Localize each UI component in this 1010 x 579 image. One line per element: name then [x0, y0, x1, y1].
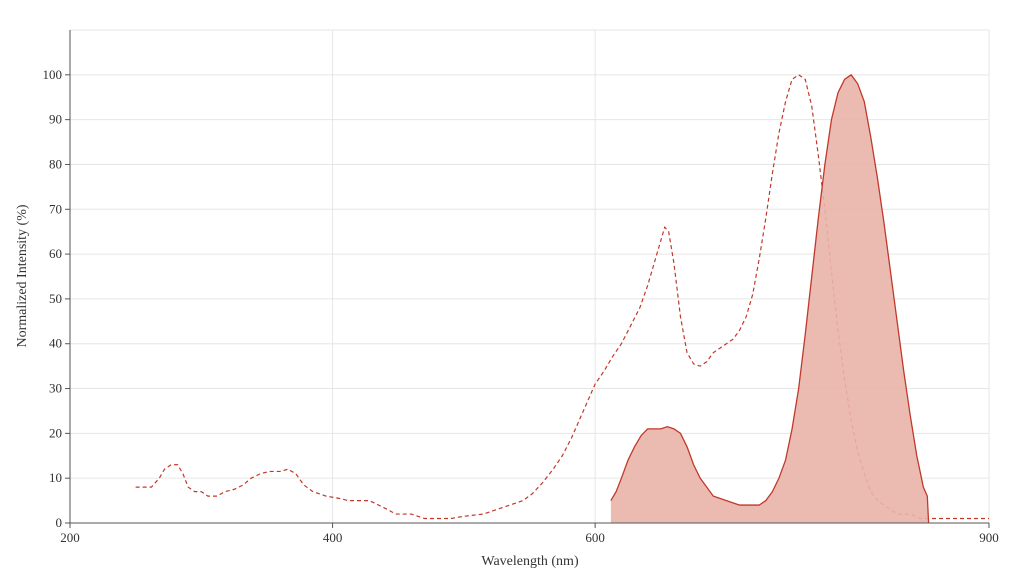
emission-area-fill	[610, 74, 929, 523]
x-tick-label: 900	[979, 530, 999, 545]
x-tick-label: 600	[585, 530, 605, 545]
x-tick-label: 200	[60, 530, 80, 545]
emission-line	[610, 73, 930, 524]
x-axis-title: Wavelength (nm)	[481, 554, 579, 569]
y-tick-label: 40	[49, 336, 62, 351]
y-tick-label: 60	[49, 246, 62, 261]
excitation-line	[135, 74, 989, 520]
y-tick-label: 90	[49, 112, 62, 127]
y-tick-label: 20	[49, 425, 62, 440]
axis-layer: 0 10 20 30 40 50 60 70 80 90 100 200 400 600 900	[43, 30, 999, 545]
y-tick-label: 100	[43, 67, 63, 82]
y-tick-label: 30	[49, 381, 62, 396]
y-axis-title: Normalized Intensity (%)	[15, 204, 30, 347]
y-tick-label: 80	[49, 156, 62, 171]
y-tick-label: 50	[49, 291, 62, 306]
x-tick-label: 400	[323, 530, 343, 545]
series-layer	[135, 73, 989, 524]
y-tick-label: 70	[49, 201, 62, 216]
y-tick-label: 10	[49, 470, 62, 485]
y-tick-label: 0	[56, 515, 63, 530]
